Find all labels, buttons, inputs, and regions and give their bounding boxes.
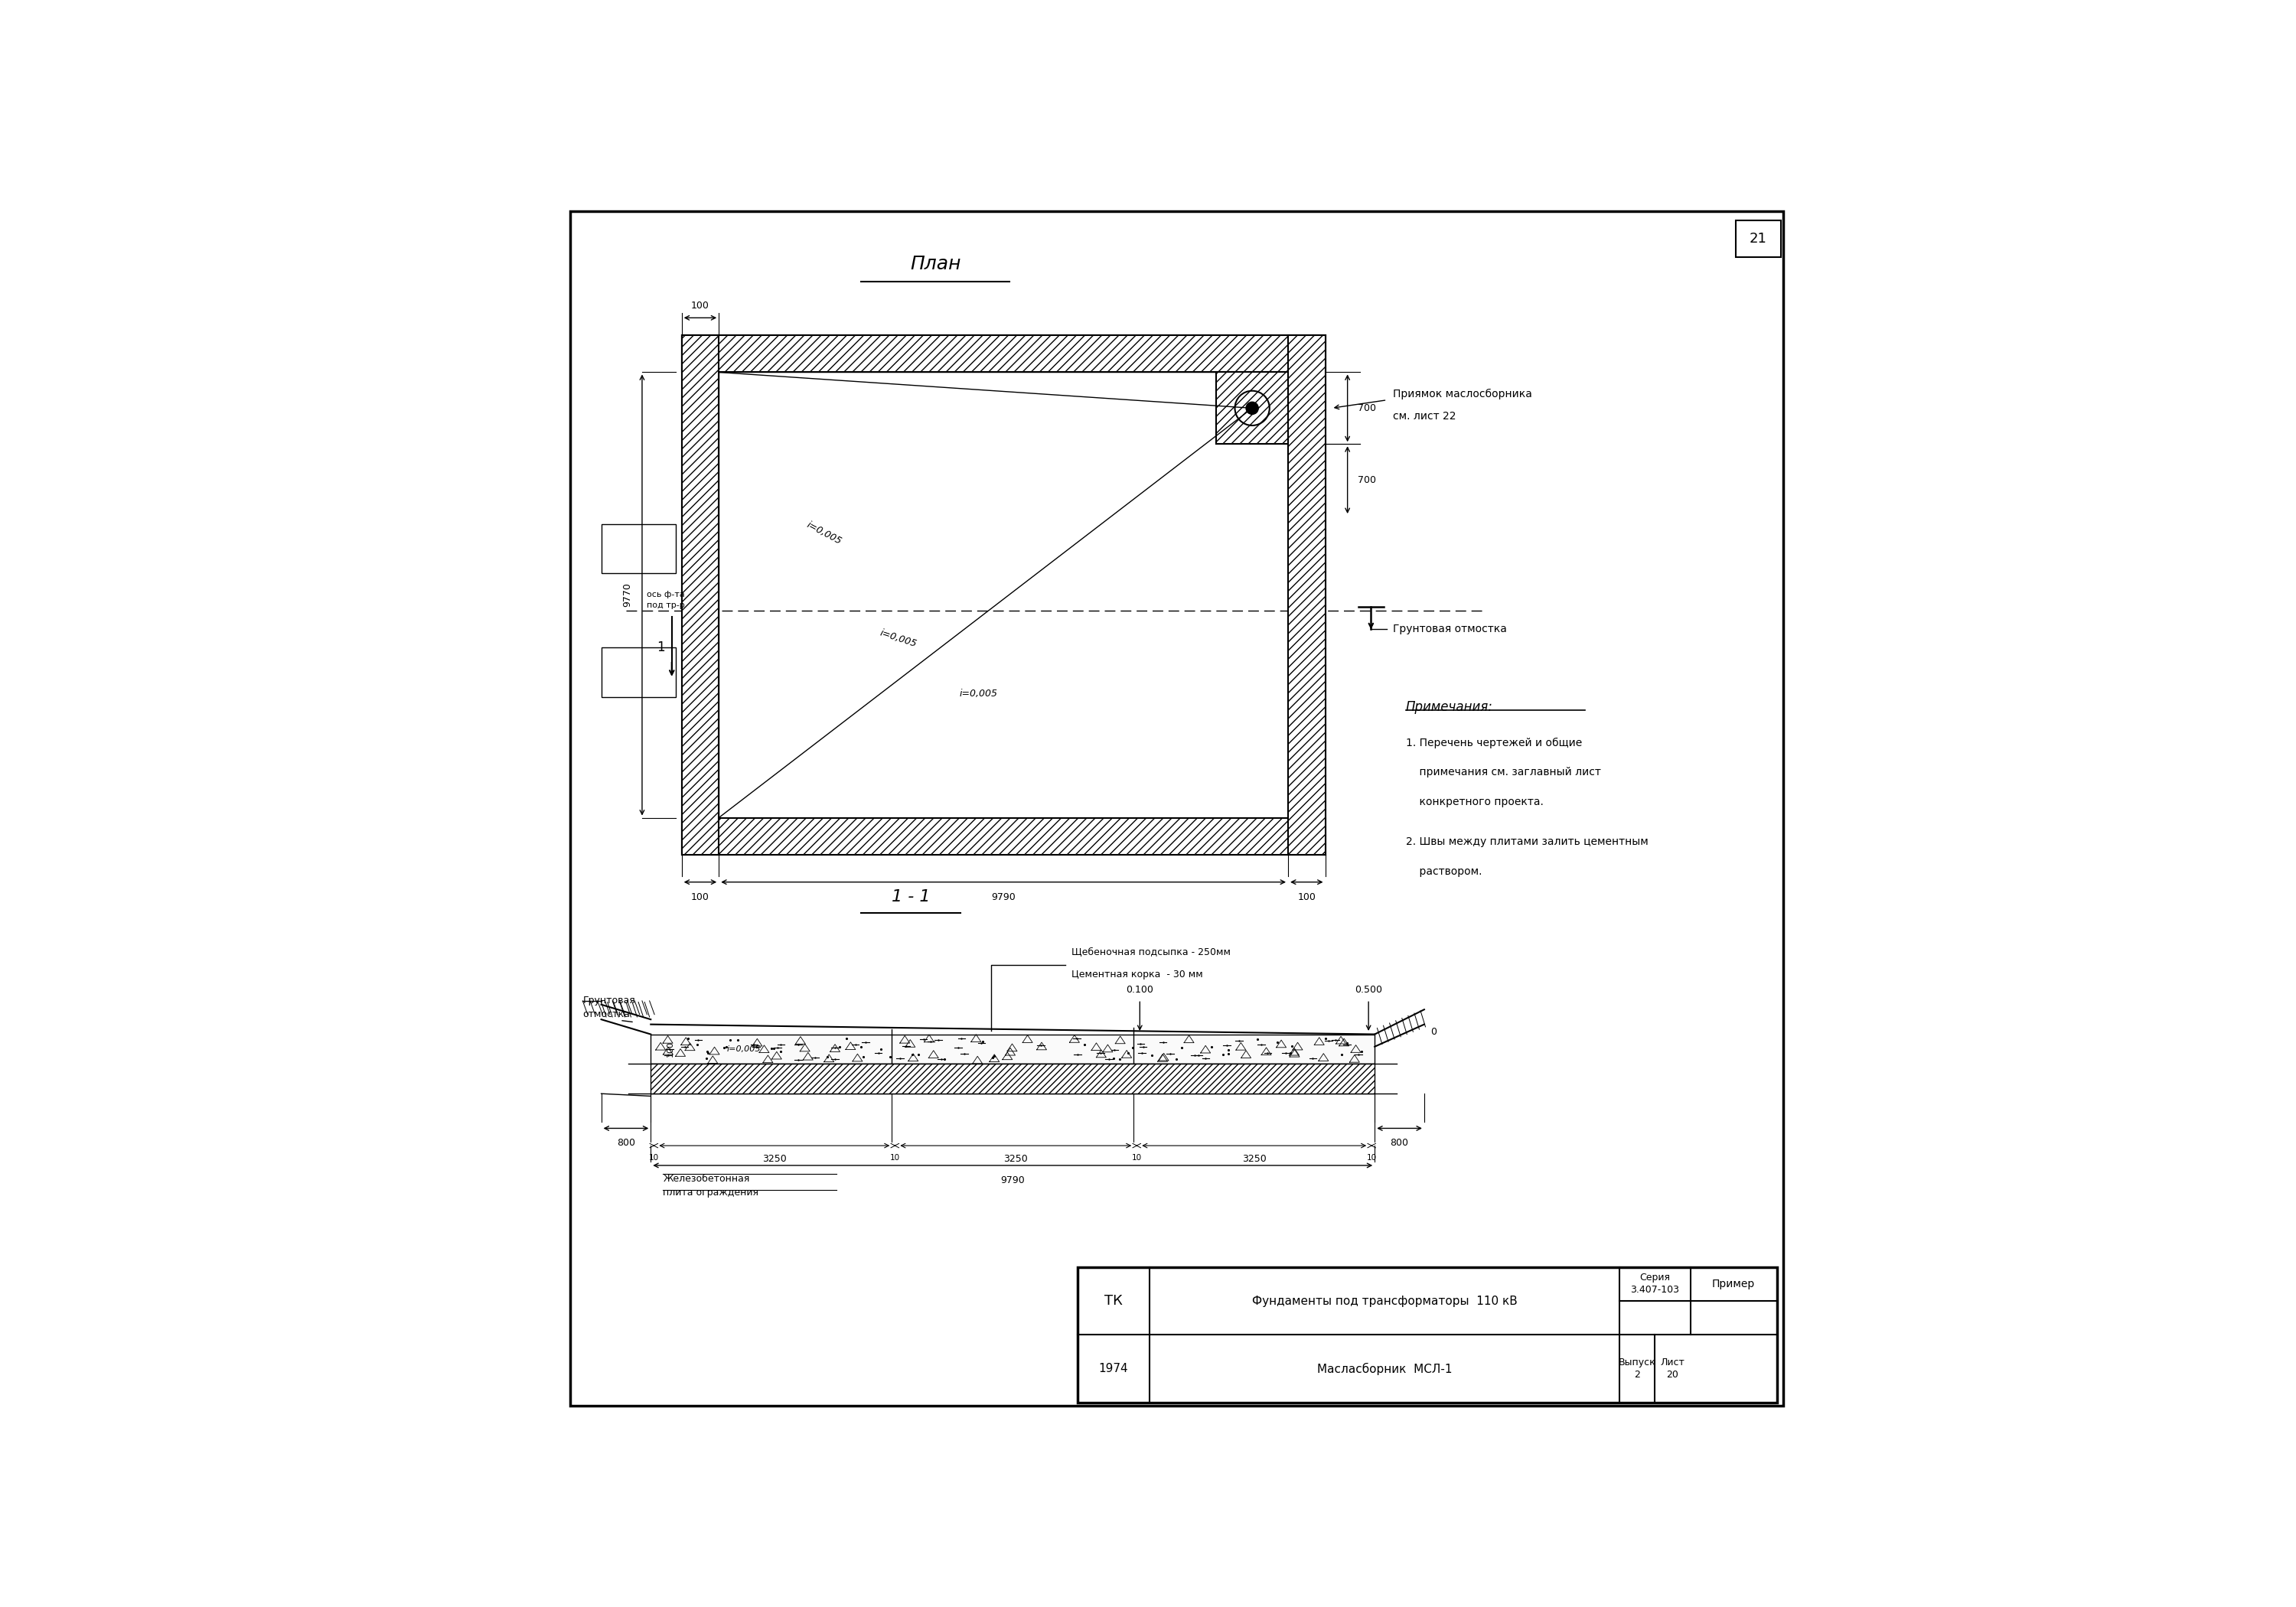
Bar bbox=[682, 336, 719, 855]
Text: см. лист 22: см. лист 22 bbox=[1394, 411, 1456, 421]
Text: i=0,005: i=0,005 bbox=[960, 689, 999, 699]
Text: 10: 10 bbox=[891, 1154, 900, 1162]
Text: 0: 0 bbox=[1430, 1027, 1437, 1037]
Text: Щебеночная подсыпка - 250мм: Щебеночная подсыпка - 250мм bbox=[1072, 948, 1231, 958]
Text: 800: 800 bbox=[1391, 1138, 1410, 1147]
Text: примечания см. заглавный лист: примечания см. заглавный лист bbox=[1405, 767, 1600, 778]
Text: конкретного проекта.: конкретного проекта. bbox=[1405, 797, 1543, 807]
Text: 1: 1 bbox=[657, 641, 666, 654]
Text: 100: 100 bbox=[691, 892, 709, 902]
Text: 9770: 9770 bbox=[622, 583, 631, 607]
Bar bbox=[719, 373, 1288, 818]
Text: Фундаменты под трансформаторы  110 кВ: Фундаменты под трансформаторы 110 кВ bbox=[1251, 1295, 1518, 1306]
Text: 3250: 3250 bbox=[762, 1154, 788, 1163]
Text: 21: 21 bbox=[1750, 231, 1768, 246]
Bar bbox=[650, 1064, 1375, 1094]
Text: Железобетонная: Железобетонная bbox=[664, 1175, 751, 1184]
Text: 3250: 3250 bbox=[1242, 1154, 1267, 1163]
Bar bbox=[1288, 336, 1325, 855]
Text: Примечания:: Примечания: bbox=[1405, 701, 1492, 714]
Bar bbox=[1217, 373, 1288, 444]
Text: 9790: 9790 bbox=[1001, 1175, 1024, 1186]
Bar bbox=[602, 648, 675, 697]
Text: 2. Швы между плитами залить цементным: 2. Швы между плитами залить цементным bbox=[1405, 836, 1649, 847]
Circle shape bbox=[1247, 402, 1258, 415]
Bar bbox=[602, 524, 675, 574]
Bar bbox=[1217, 373, 1288, 444]
Text: i=0,005: i=0,005 bbox=[726, 1045, 760, 1053]
Text: 800: 800 bbox=[618, 1138, 636, 1147]
Text: 10: 10 bbox=[1132, 1154, 1141, 1162]
Text: Серия
3.407-103: Серия 3.407-103 bbox=[1630, 1273, 1678, 1295]
Text: 700: 700 bbox=[1357, 403, 1375, 413]
Text: Цементная корка  - 30 мм: Цементная корка - 30 мм bbox=[1072, 971, 1203, 980]
Text: ТК: ТК bbox=[1104, 1294, 1123, 1308]
Text: 10: 10 bbox=[1366, 1154, 1378, 1162]
Text: 100: 100 bbox=[691, 301, 709, 310]
Text: под тр-р: под тр-р bbox=[647, 601, 684, 609]
Bar bbox=[682, 818, 1325, 855]
Bar bbox=[650, 1035, 1375, 1064]
Text: 9790: 9790 bbox=[992, 892, 1015, 902]
Text: Приямок маслосборника: Приямок маслосборника bbox=[1394, 389, 1531, 399]
Bar bbox=[1077, 1266, 1777, 1403]
Text: Выпуск
2: Выпуск 2 bbox=[1619, 1358, 1655, 1380]
Text: 10: 10 bbox=[650, 1154, 659, 1162]
Bar bbox=[682, 336, 1325, 855]
Text: Лист
20: Лист 20 bbox=[1660, 1358, 1685, 1380]
Text: 1974: 1974 bbox=[1100, 1363, 1127, 1374]
Text: плита ограждения: плита ограждения bbox=[664, 1188, 758, 1197]
Text: Грунтовая: Грунтовая bbox=[583, 996, 636, 1006]
Text: 3250: 3250 bbox=[1003, 1154, 1029, 1163]
Bar bbox=[682, 336, 1325, 373]
Text: i=0,005: i=0,005 bbox=[879, 628, 918, 649]
Text: Грунтовая отмостка: Грунтовая отмостка bbox=[1394, 624, 1506, 635]
Text: 1 - 1: 1 - 1 bbox=[891, 889, 930, 905]
Text: i=0,005: i=0,005 bbox=[806, 519, 843, 546]
Text: Пример: Пример bbox=[1713, 1279, 1754, 1289]
Text: 0.500: 0.500 bbox=[1355, 985, 1382, 995]
Text: План: План bbox=[909, 256, 960, 273]
Text: 100: 100 bbox=[666, 1041, 675, 1057]
Bar bbox=[1736, 220, 1782, 257]
Text: Масласборник  МСЛ-1: Масласборник МСЛ-1 bbox=[1318, 1363, 1451, 1376]
Text: отмостка: отмостка bbox=[583, 1009, 629, 1019]
Text: ось ф-та: ось ф-та bbox=[647, 590, 684, 598]
Text: раствором.: раствором. bbox=[1405, 866, 1481, 877]
Text: 1. Перечень чертежей и общие: 1. Перечень чертежей и общие bbox=[1405, 738, 1582, 749]
Text: 100: 100 bbox=[1297, 892, 1316, 902]
Text: 0.100: 0.100 bbox=[1125, 985, 1153, 995]
Text: 700: 700 bbox=[1357, 476, 1375, 485]
